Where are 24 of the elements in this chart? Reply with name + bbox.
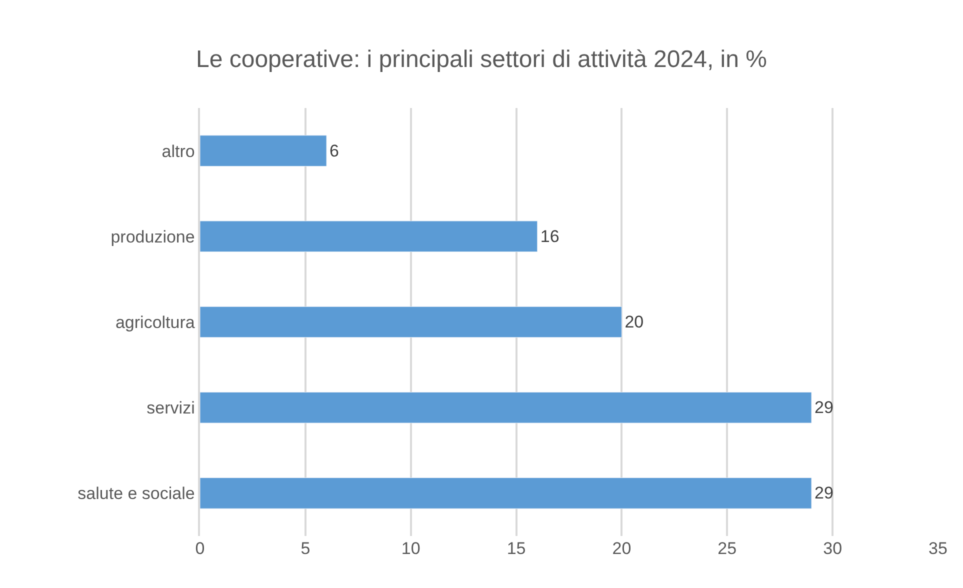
y-tick-label: agricoltura	[115, 312, 196, 332]
data-label: 20	[624, 312, 644, 332]
y-tick-label: produzione	[110, 227, 195, 246]
chart-title: Le cooperative: i principali settori di attività 2024, in %	[196, 46, 767, 74]
x-tick-label: 20	[612, 539, 632, 558]
data-label: 16	[540, 226, 560, 246]
bar	[200, 135, 327, 166]
x-tick-label: 30	[823, 539, 842, 558]
x-tick-label: 15	[506, 539, 526, 558]
bar	[200, 220, 538, 252]
x-tick-label: 35	[928, 539, 948, 558]
data-label: 6	[330, 141, 339, 160]
x-tick-label: 10	[401, 539, 420, 558]
x-tick-label: 0	[195, 539, 205, 558]
bar	[200, 306, 622, 338]
x-tick-label: 25	[718, 539, 737, 558]
y-tick-label: servizi	[146, 398, 195, 418]
y-tick-label: altro	[162, 142, 195, 161]
bar	[200, 392, 812, 424]
data-label: 29	[814, 484, 834, 503]
x-tick-label: 5	[300, 539, 310, 558]
data-label: 29	[814, 398, 834, 418]
bar	[200, 478, 812, 509]
y-tick-label: salute e sociale	[78, 484, 195, 504]
